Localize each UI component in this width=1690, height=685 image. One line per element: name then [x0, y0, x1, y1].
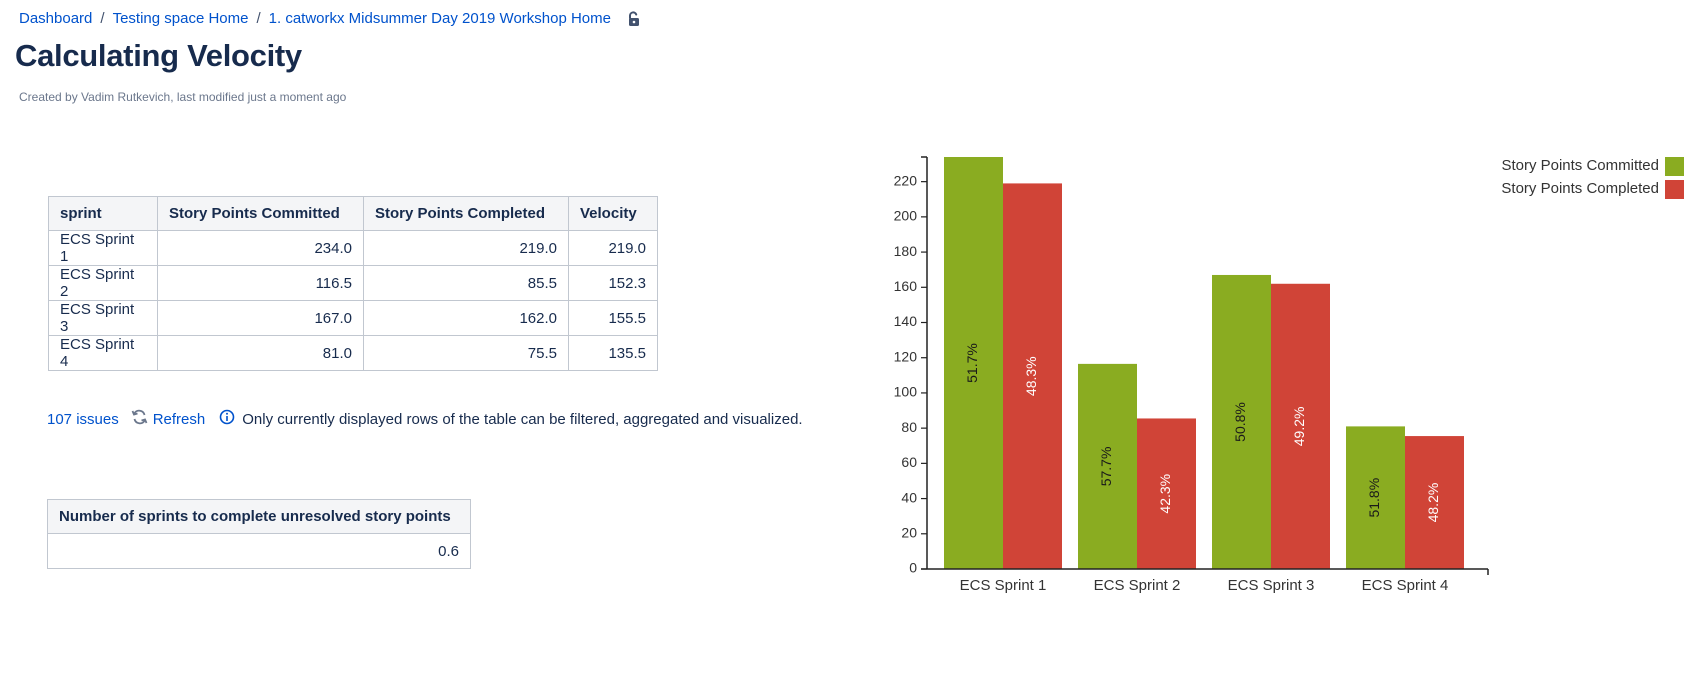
column-header-completed[interactable]: Story Points Completed — [363, 196, 569, 231]
sprint-cell: ECS Sprint 1 — [48, 230, 158, 266]
table-footer: 107 issues Refresh Only currentl — [47, 409, 803, 429]
y-tick-label: 160 — [894, 278, 918, 294]
y-tick-label: 0 — [909, 560, 917, 576]
y-tick-label: 200 — [894, 208, 918, 224]
info-notice: Only currently displayed rows of the tab… — [219, 409, 803, 429]
y-tick-label: 140 — [894, 313, 918, 329]
byline-prefix: Created by — [19, 90, 82, 104]
breadcrumb-workshop-home[interactable]: 1. catworkx Midsummer Day 2019 Workshop … — [268, 10, 611, 27]
info-icon — [219, 409, 242, 429]
legend-entry: Story Points Completed — [1501, 180, 1659, 197]
table-row: ECS Sprint 1 234.0 219.0 219.0 — [48, 230, 658, 266]
sprints-to-complete-table: Number of sprints to complete unresolved… — [47, 499, 471, 569]
table-row: ECS Sprint 4 81.0 75.5 135.5 — [48, 335, 658, 371]
velocity-cell: 135.5 — [568, 335, 658, 371]
bar-data-label: 42.3% — [1157, 474, 1173, 514]
refresh-button[interactable]: Refresh — [131, 409, 206, 429]
table-row: 0.6 — [47, 533, 471, 569]
y-tick-label: 80 — [901, 419, 917, 435]
column-header-committed[interactable]: Story Points Committed — [157, 196, 364, 231]
velocity-cell: 219.0 — [568, 230, 658, 266]
breadcrumb: Dashboard / Testing space Home / 1. catw… — [19, 10, 641, 27]
breadcrumb-dashboard[interactable]: Dashboard — [19, 10, 93, 27]
breadcrumb-space-home[interactable]: Testing space Home — [112, 10, 249, 27]
bar-data-label: 49.2% — [1291, 407, 1307, 447]
chart-bar — [944, 157, 1003, 569]
completed-cell: 162.0 — [363, 300, 569, 336]
sprint-cell: ECS Sprint 3 — [48, 300, 158, 336]
refresh-label: Refresh — [152, 410, 206, 428]
byline-mid: , last modified — [170, 90, 248, 104]
x-tick-label: ECS Sprint 1 — [960, 577, 1047, 594]
bar-data-label: 51.8% — [1366, 478, 1382, 518]
bar-data-label: 48.2% — [1425, 483, 1441, 523]
y-tick-label: 120 — [894, 348, 918, 364]
legend-swatch — [1665, 180, 1684, 199]
sprint-cell: ECS Sprint 2 — [48, 265, 158, 301]
chart-bar — [1212, 274, 1271, 569]
bar-data-label: 51.7% — [964, 343, 980, 383]
breadcrumb-separator: / — [256, 10, 261, 27]
chart-bar — [1003, 183, 1062, 569]
column-header-sprint[interactable]: sprint — [48, 196, 158, 231]
y-tick-label: 40 — [901, 489, 917, 505]
table-row: ECS Sprint 2 116.5 85.5 152.3 — [48, 265, 658, 301]
committed-cell: 116.5 — [157, 265, 364, 301]
sprints-to-complete-value: 0.6 — [47, 533, 471, 569]
y-tick-label: 60 — [901, 454, 917, 470]
completed-cell: 85.5 — [363, 265, 569, 301]
page-byline: Created by Vadim Rutkevich, last modifie… — [19, 90, 346, 104]
unlock-icon[interactable] — [627, 10, 641, 27]
info-text: Only currently displayed rows of the tab… — [242, 410, 803, 428]
velocity-cell: 152.3 — [568, 265, 658, 301]
completed-cell: 219.0 — [363, 230, 569, 266]
bar-data-label: 50.8% — [1232, 402, 1248, 442]
chart-bar — [1346, 426, 1405, 569]
committed-cell: 167.0 — [157, 300, 364, 336]
chart-bar — [1271, 283, 1330, 569]
committed-cell: 234.0 — [157, 230, 364, 266]
chart-bar — [1405, 436, 1464, 569]
x-tick-label: ECS Sprint 3 — [1228, 577, 1315, 594]
table-row: ECS Sprint 3 167.0 162.0 155.5 — [48, 300, 658, 336]
velocity-table: sprint Story Points Committed Story Poin… — [48, 196, 658, 371]
bar-data-label: 48.3% — [1023, 356, 1039, 396]
refresh-icon — [131, 409, 153, 429]
modified-link[interactable]: just a moment ago — [247, 90, 347, 104]
x-tick-label: ECS Sprint 4 — [1362, 577, 1449, 594]
y-tick-label: 220 — [894, 172, 918, 188]
table-header-row: sprint Story Points Committed Story Poin… — [48, 196, 658, 231]
committed-cell: 81.0 — [157, 335, 364, 371]
bar-data-label: 57.7% — [1098, 447, 1114, 487]
legend-entry: Story Points Committed — [1501, 157, 1659, 174]
y-tick-label: 180 — [894, 243, 918, 259]
chart-bar — [1078, 363, 1137, 569]
breadcrumb-separator: / — [100, 10, 105, 27]
issues-count-link[interactable]: 107 issues — [47, 410, 119, 428]
x-tick-label: ECS Sprint 2 — [1094, 577, 1181, 594]
legend-swatch — [1665, 157, 1684, 176]
chart-bar — [1137, 418, 1196, 569]
y-tick-label: 100 — [894, 384, 918, 400]
completed-cell: 75.5 — [363, 335, 569, 371]
y-tick-label: 20 — [901, 524, 917, 540]
page-title: Calculating Velocity — [15, 38, 302, 73]
author-link[interactable]: Vadim Rutkevich — [81, 90, 171, 104]
